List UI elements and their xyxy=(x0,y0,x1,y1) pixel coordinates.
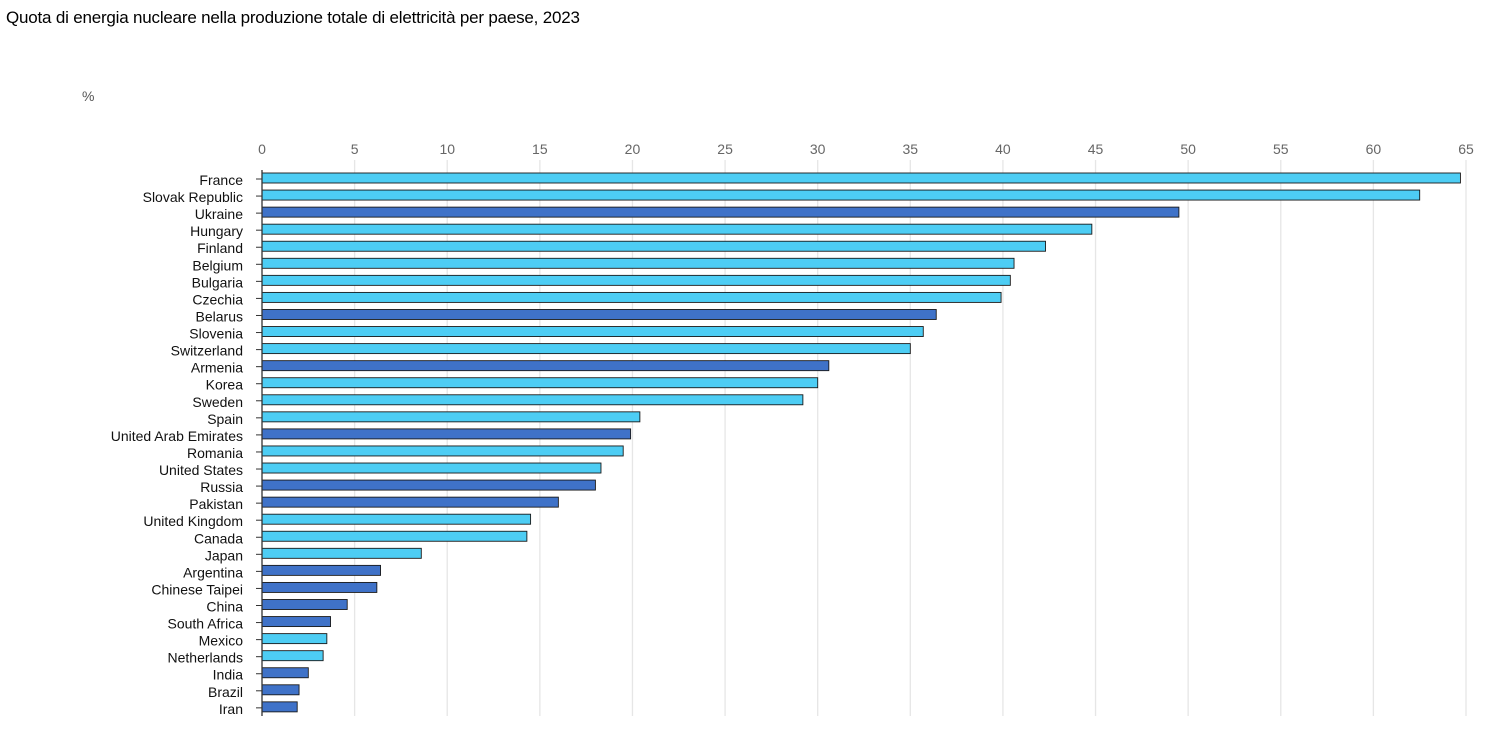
category-label: Japan xyxy=(205,547,243,563)
unit-label: % xyxy=(82,88,95,104)
bar-korea xyxy=(261,377,819,389)
bar-mexico xyxy=(261,633,328,645)
bars xyxy=(261,172,1461,713)
category-label: Slovak Republic xyxy=(143,189,243,205)
bar-france xyxy=(261,172,1461,184)
bar-armenia xyxy=(261,360,830,372)
bar-japan xyxy=(261,547,422,559)
bar-india xyxy=(261,667,309,679)
x-tick-label: 0 xyxy=(258,141,266,157)
category-label: France xyxy=(199,172,243,188)
x-tick-label: 65 xyxy=(1458,141,1474,157)
category-label: South Africa xyxy=(168,616,244,632)
grid-lines xyxy=(353,160,1467,716)
x-tick-label: 30 xyxy=(810,141,826,157)
category-label: Slovenia xyxy=(189,326,243,342)
category-label: Korea xyxy=(206,377,244,393)
bar-canada xyxy=(261,530,528,542)
category-label: Canada xyxy=(194,530,243,546)
category-label: Chinese Taipei xyxy=(151,581,243,597)
category-label: Ukraine xyxy=(195,206,243,222)
x-tick-label: 55 xyxy=(1273,141,1289,157)
chart-title: Quota di energia nucleare nella produzio… xyxy=(6,8,580,27)
category-label: Hungary xyxy=(190,223,243,239)
bar-argentina xyxy=(261,564,381,576)
bar-belarus xyxy=(261,309,937,320)
bar-chinese-taipei xyxy=(261,581,378,593)
x-tick-label: 20 xyxy=(625,141,641,157)
x-tick-label: 45 xyxy=(1088,141,1104,157)
category-label: Czechia xyxy=(192,291,243,307)
category-label: Netherlands xyxy=(168,650,244,666)
bar-belgium xyxy=(261,257,1015,269)
x-tick-label: 50 xyxy=(1180,141,1196,157)
category-label: Finland xyxy=(197,240,243,256)
bar-slovenia xyxy=(261,326,924,337)
bar-united-kingdom xyxy=(261,513,532,525)
category-label: Mexico xyxy=(199,633,244,649)
bar-czechia xyxy=(261,291,1002,303)
bar-spain xyxy=(261,411,641,423)
category-label: Bulgaria xyxy=(192,274,244,290)
bar-russia xyxy=(261,479,596,491)
bar-ukraine xyxy=(261,206,1180,218)
category-label: China xyxy=(206,599,243,615)
category-label: United States xyxy=(159,462,243,478)
bar-south-africa xyxy=(261,616,331,628)
x-tick-label: 40 xyxy=(995,141,1011,157)
bar-united-states xyxy=(261,462,602,474)
category-label: Brazil xyxy=(208,684,243,700)
x-tick-labels: 0 5 10 15 20 25 30 35 40 45 50 55 60 65 xyxy=(258,141,1474,157)
bar-china xyxy=(261,599,348,610)
x-tick-label: 25 xyxy=(717,141,733,157)
bar-netherlands xyxy=(261,650,324,662)
x-tick-label: 60 xyxy=(1366,141,1382,157)
category-label: Romania xyxy=(187,445,243,461)
bar-sweden xyxy=(261,394,804,406)
category-label: Switzerland xyxy=(171,343,243,359)
category-label: Sweden xyxy=(192,394,243,410)
category-label: United Kingdom xyxy=(143,513,243,529)
bar-pakistan xyxy=(261,496,559,508)
category-label: Argentina xyxy=(183,564,243,580)
x-tick-label: 35 xyxy=(903,141,919,157)
x-tick-label: 5 xyxy=(351,141,359,157)
bar-finland xyxy=(261,240,1046,252)
bar-switzerland xyxy=(261,343,911,355)
category-label: India xyxy=(213,667,244,683)
bar-hungary xyxy=(261,223,1093,235)
bar-romania xyxy=(261,445,624,457)
category-label: Pakistan xyxy=(189,496,243,512)
category-label: Belarus xyxy=(196,308,243,324)
bar-brazil xyxy=(261,684,300,696)
bar-iran xyxy=(261,701,298,713)
bar-bulgaria xyxy=(261,274,1011,286)
category-label: Iran xyxy=(219,701,243,717)
category-label: United Arab Emirates xyxy=(111,428,243,444)
x-tick-label: 10 xyxy=(439,141,455,157)
category-label: Russia xyxy=(200,479,243,495)
category-label: Armenia xyxy=(191,360,243,376)
x-tick-label: 15 xyxy=(532,141,548,157)
bar-united-arab-emirates xyxy=(261,428,632,440)
bar-slovak-republic xyxy=(261,189,1421,201)
category-label: Spain xyxy=(207,411,243,427)
category-label: Belgium xyxy=(192,257,243,273)
